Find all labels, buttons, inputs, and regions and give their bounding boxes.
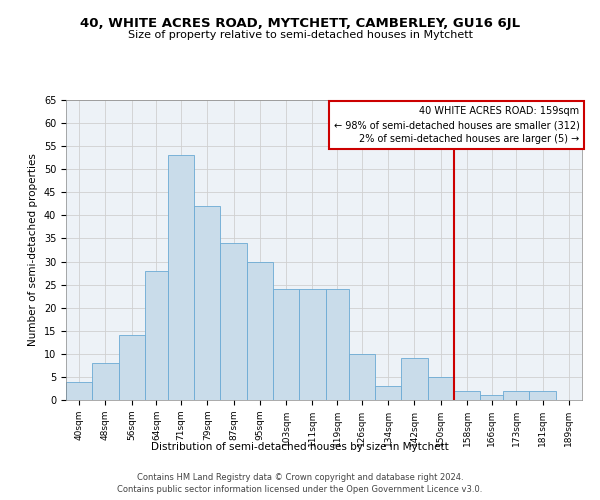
- Bar: [194, 206, 220, 400]
- Bar: [503, 391, 529, 400]
- Bar: [326, 289, 349, 400]
- Bar: [92, 363, 119, 400]
- Bar: [454, 391, 480, 400]
- Bar: [247, 262, 273, 400]
- Text: Size of property relative to semi-detached houses in Mytchett: Size of property relative to semi-detach…: [128, 30, 473, 40]
- Bar: [66, 382, 92, 400]
- Bar: [480, 396, 503, 400]
- Bar: [299, 289, 326, 400]
- Bar: [119, 336, 145, 400]
- Bar: [529, 391, 556, 400]
- Bar: [168, 156, 194, 400]
- Bar: [428, 377, 454, 400]
- Y-axis label: Number of semi-detached properties: Number of semi-detached properties: [28, 154, 38, 346]
- Bar: [145, 271, 168, 400]
- Bar: [401, 358, 428, 400]
- Bar: [273, 289, 299, 400]
- Bar: [375, 386, 401, 400]
- Bar: [582, 396, 600, 400]
- Text: 40, WHITE ACRES ROAD, MYTCHETT, CAMBERLEY, GU16 6JL: 40, WHITE ACRES ROAD, MYTCHETT, CAMBERLE…: [80, 18, 520, 30]
- Bar: [220, 243, 247, 400]
- Text: 40 WHITE ACRES ROAD: 159sqm
← 98% of semi-detached houses are smaller (312)
2% o: 40 WHITE ACRES ROAD: 159sqm ← 98% of sem…: [334, 106, 580, 144]
- Text: Contains HM Land Registry data © Crown copyright and database right 2024.: Contains HM Land Registry data © Crown c…: [137, 472, 463, 482]
- Text: Distribution of semi-detached houses by size in Mytchett: Distribution of semi-detached houses by …: [151, 442, 449, 452]
- Bar: [349, 354, 375, 400]
- Text: Contains public sector information licensed under the Open Government Licence v3: Contains public sector information licen…: [118, 485, 482, 494]
